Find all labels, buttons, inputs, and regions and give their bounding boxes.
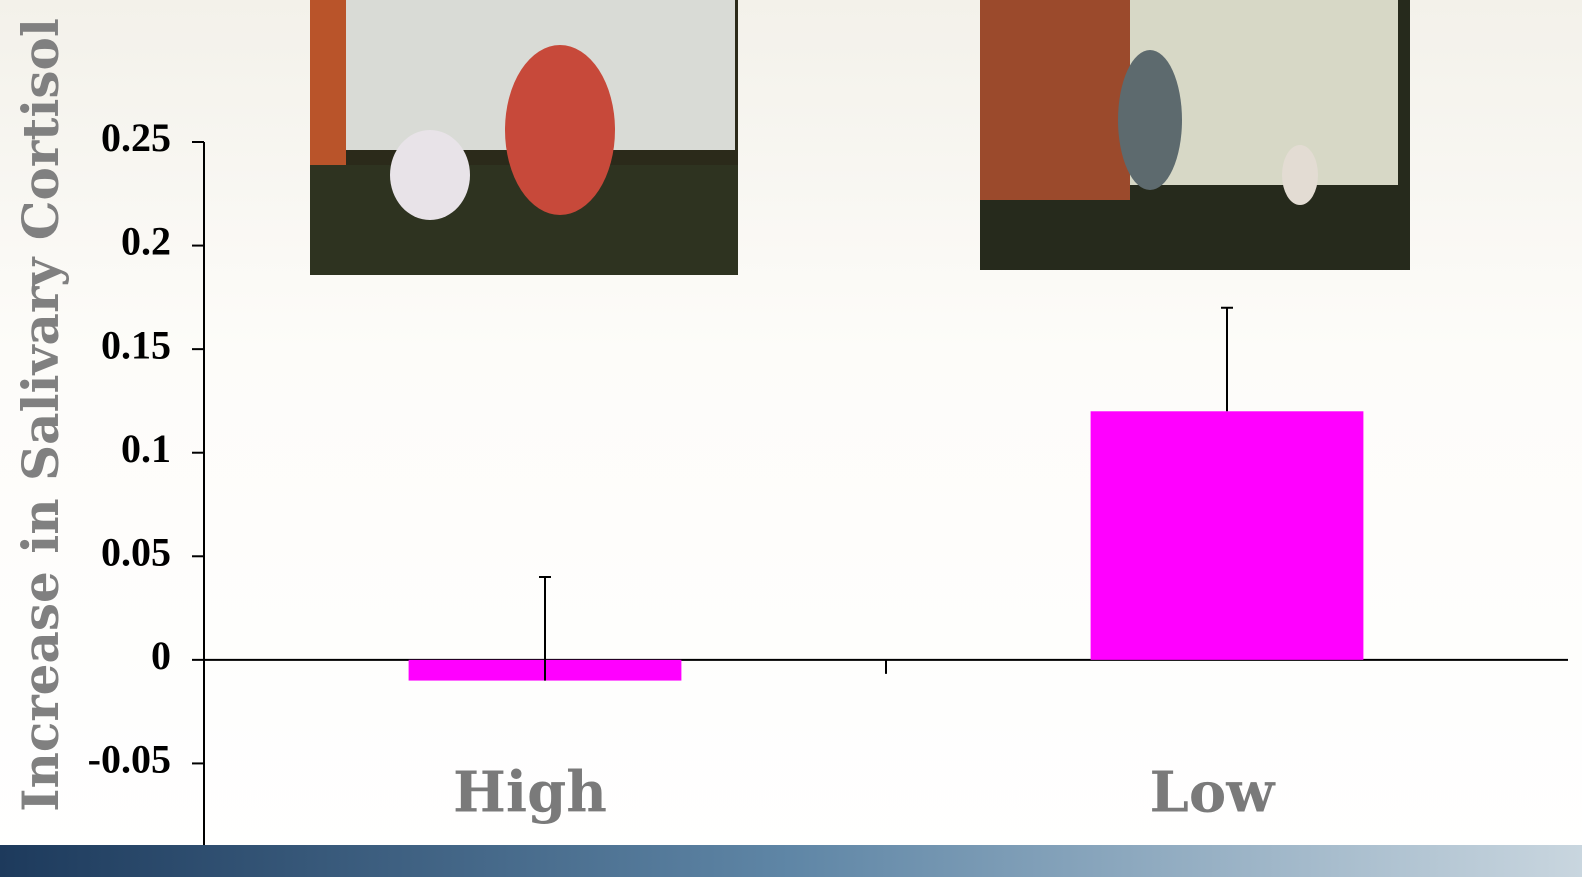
bar — [1091, 411, 1364, 660]
y-tick-label: 0.25 — [101, 115, 171, 160]
y-tick-label: -0.05 — [88, 737, 171, 782]
y-tick-label: 0.2 — [121, 219, 171, 264]
y-axis-label: Increase in Salivary Cortisol — [11, 18, 70, 812]
photo-left — [310, 0, 738, 275]
y-tick-label: 0.05 — [101, 529, 171, 574]
page: Increase in Salivary Cortisol -0.1-0.050… — [0, 0, 1582, 877]
x-tick-label: High — [453, 760, 607, 826]
photo-right — [980, 0, 1410, 270]
x-tick-label: Low — [1150, 760, 1277, 826]
y-tick-label: 0 — [151, 633, 171, 678]
footer-band — [0, 845, 1582, 877]
y-tick-label: 0.15 — [101, 322, 171, 367]
chart: Increase in Salivary Cortisol -0.1-0.050… — [0, 0, 1582, 877]
error-bar — [1221, 308, 1233, 412]
y-tick-label: 0.1 — [121, 426, 171, 471]
